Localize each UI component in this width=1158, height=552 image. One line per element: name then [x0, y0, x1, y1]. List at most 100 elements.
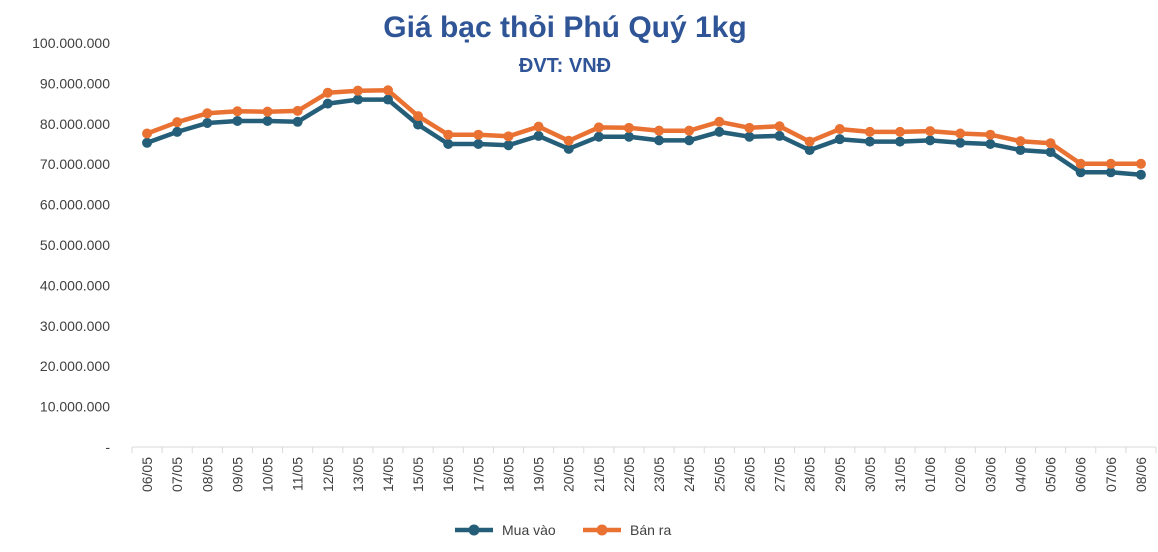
x-tick-label: 18/05 [500, 457, 516, 492]
x-tick-label: 11/05 [290, 457, 306, 491]
x-tick-label: 12/05 [320, 457, 336, 492]
y-tick-label: 100.000.000 [32, 35, 110, 51]
data-point [1075, 158, 1086, 169]
data-point [684, 135, 695, 146]
data-point [834, 124, 845, 135]
data-point [593, 131, 604, 142]
x-tick-label: 25/05 [711, 457, 727, 492]
chart-subtitle: ĐVT: VNĐ [519, 55, 611, 77]
data-point [322, 98, 333, 109]
legend-item: Bán ra [583, 522, 671, 538]
data-point [985, 139, 996, 149]
y-tick-label: 60.000.000 [40, 197, 110, 213]
x-tick-label: 17/05 [470, 457, 486, 492]
data-point [1105, 158, 1116, 169]
data-point [955, 128, 966, 139]
y-tick-label: 10.000.000 [40, 399, 110, 415]
x-tick-label: 06/06 [1073, 457, 1089, 492]
data-point [142, 137, 153, 148]
x-tick-label: 13/05 [350, 457, 366, 492]
data-point [593, 122, 604, 133]
series-line [144, 97, 1144, 177]
x-tick-label: 10/05 [260, 457, 276, 492]
x-tick-label: 05/06 [1043, 457, 1059, 492]
data-point [232, 106, 243, 117]
data-point [503, 131, 514, 142]
y-tick-label: 20.000.000 [40, 358, 110, 374]
data-point [864, 126, 875, 137]
legend-label: Bán ra [630, 522, 671, 538]
legend-marker [596, 524, 608, 536]
y-tick-label: 90.000.000 [40, 75, 110, 91]
series-ban-ra [142, 85, 1146, 169]
plot-area [142, 85, 1146, 180]
data-point [1135, 169, 1146, 180]
y-tick-label: 40.000.000 [40, 277, 110, 293]
data-point [1015, 145, 1026, 156]
x-tick-label: 19/05 [531, 457, 547, 492]
x-tick-label: 07/05 [169, 457, 185, 492]
data-point [413, 119, 424, 130]
legend: Mua vào Bán ra [455, 522, 671, 538]
data-point [864, 136, 875, 147]
x-tick-label: 26/05 [741, 457, 757, 492]
x-tick-label: 08/06 [1133, 457, 1149, 492]
x-tick-label: 01/06 [922, 457, 938, 492]
data-point [1015, 136, 1026, 147]
data-point [172, 126, 183, 137]
data-point [714, 126, 725, 137]
series-line [144, 88, 1144, 167]
data-point [292, 105, 303, 116]
data-point [1045, 147, 1056, 158]
x-tick-label: 29/05 [832, 457, 848, 492]
x-tick-label: 28/05 [802, 457, 818, 492]
x-tick-label: 09/05 [229, 457, 245, 492]
x-tick-label: 24/05 [681, 457, 697, 492]
data-point [925, 135, 936, 146]
data-point [262, 106, 273, 117]
x-tick-label: 16/05 [440, 457, 456, 492]
x-tick-label: 04/06 [1012, 457, 1028, 492]
series-mua-vao [142, 94, 1146, 180]
data-point [744, 122, 755, 133]
x-axis: 06/05 07/05 08/05 09/05 10/05 11/05 12/05 13/05… [131, 447, 1157, 492]
data-point [383, 85, 393, 96]
data-point [322, 87, 333, 98]
data-point [744, 131, 755, 142]
x-tick-label: 22/05 [621, 457, 637, 492]
data-point [563, 143, 574, 154]
data-point [503, 140, 514, 151]
data-point [834, 134, 845, 145]
data-point [383, 94, 393, 105]
data-point [202, 108, 213, 119]
x-tick-label: 31/05 [892, 457, 908, 492]
legend-marker [468, 524, 480, 536]
data-point [533, 121, 544, 132]
data-point [623, 122, 634, 133]
x-tick-label: 15/05 [410, 457, 426, 492]
x-tick-label: 30/05 [862, 457, 878, 492]
data-point [1135, 158, 1146, 169]
x-tick-label: 23/05 [651, 457, 667, 492]
y-tick-label: 50.000.000 [40, 237, 110, 253]
data-point [473, 139, 484, 149]
data-point [1075, 167, 1086, 178]
data-point [1045, 138, 1056, 149]
data-point [292, 116, 303, 127]
data-point [172, 117, 183, 128]
data-point [985, 129, 996, 140]
data-point [443, 139, 454, 149]
x-tick-label: 06/05 [139, 457, 155, 492]
data-point [804, 136, 815, 147]
legend-item: Mua vào [455, 522, 556, 538]
y-tick-label: - [105, 439, 110, 455]
data-point [262, 115, 273, 126]
data-point [654, 125, 665, 136]
data-point [563, 135, 574, 146]
x-tick-label: 08/05 [199, 457, 215, 492]
data-point [352, 85, 363, 96]
data-point [443, 129, 454, 140]
data-point [623, 131, 634, 142]
data-point [774, 130, 785, 141]
